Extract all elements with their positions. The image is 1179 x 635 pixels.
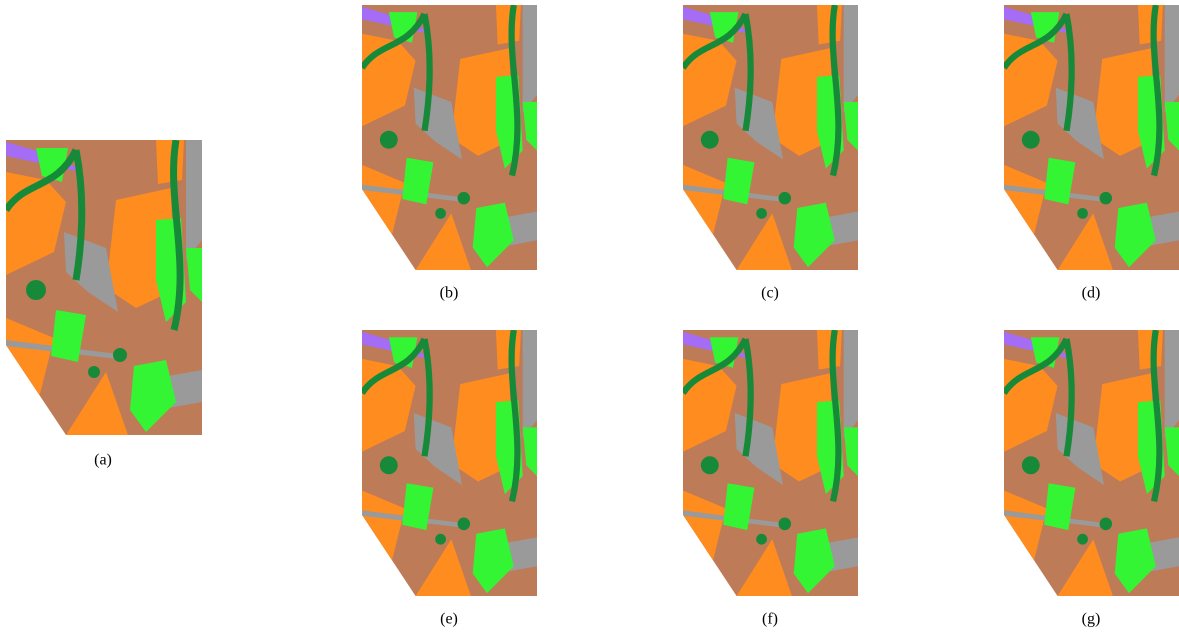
caption: (f) [762,611,778,628]
caption: (e) [440,611,458,628]
figure: (a) (b) (c) (d) (e) (f) (g) [0,0,1179,635]
map-e [362,330,537,596]
map-g [1004,330,1179,596]
caption: (c) [761,285,779,302]
map-d [1004,5,1179,270]
caption: (b) [440,285,459,302]
caption: (g) [1082,611,1101,628]
caption: (a) [94,452,112,469]
map-b [362,5,537,270]
map-c [683,5,858,270]
map-f [683,330,858,596]
map-a [6,140,202,435]
caption: (d) [1082,285,1101,302]
